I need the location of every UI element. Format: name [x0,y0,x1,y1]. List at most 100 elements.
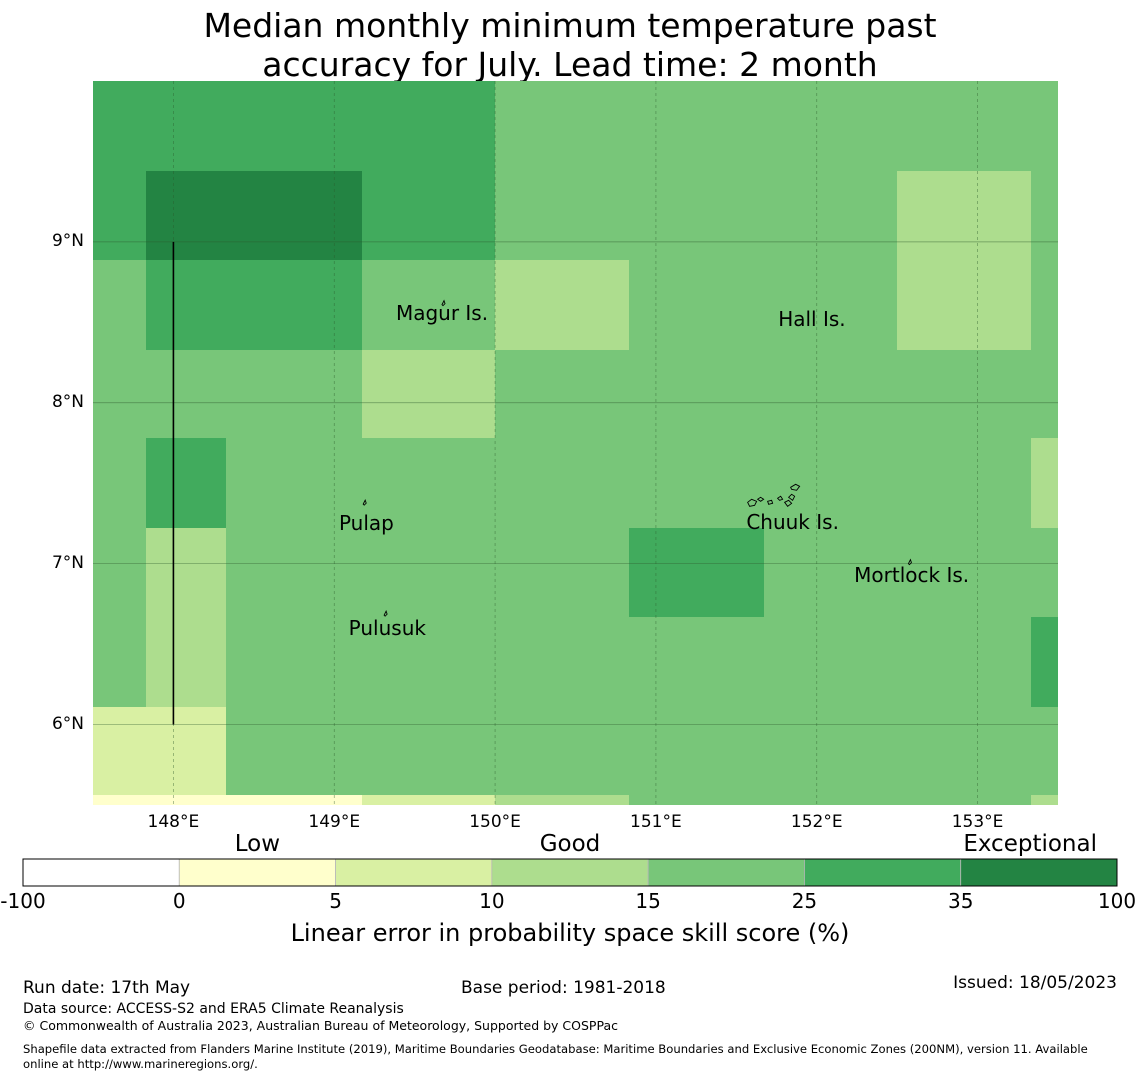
skill-cell [629,438,764,528]
skill-cell [93,260,146,350]
colorbar-tick-label: 15 [635,889,661,913]
skill-cell [1031,260,1058,350]
skill-cell [226,528,362,617]
place-label: Mortlock Is. [854,562,970,587]
skill-cell [897,350,1031,438]
skill-cell [495,795,629,805]
lon-tick-label: 151°E [630,812,682,832]
skill-cell [362,617,495,707]
data-source: Data source: ACCESS-S2 and ERA5 Climate … [23,1001,404,1017]
skill-cell [146,81,226,171]
skill-cell [495,707,629,795]
colorbar-tick-label: 35 [947,889,974,913]
island-outline [383,609,388,617]
colorbar-tick-label: 0 [172,889,186,913]
run-date: Run date: 17th May [23,978,191,998]
skill-cell [495,528,629,617]
skill-cell [629,707,764,795]
skill-cell [629,350,764,438]
skill-cell [146,707,226,795]
colorbar-frame [22,858,1118,887]
skill-cell [764,81,897,171]
colorbar-category-label: Low [234,831,281,857]
lon-tick-label: 150°E [469,812,521,832]
skill-cell [226,81,362,171]
skill-cell [146,171,226,260]
island-outline [362,498,367,506]
skill-cell [93,350,146,438]
colorbar-category-label: Good [539,831,601,857]
colorbar-bin [178,858,336,887]
skill-cell [226,795,362,805]
skill-cell [1031,795,1058,805]
skill-cell [629,528,764,617]
skill-cell [897,171,1031,260]
colorbar-bin [491,858,649,887]
skill-cell [146,795,226,805]
skill-cell [629,617,764,707]
skill-cell [495,617,629,707]
colorbar-tick-label: 100 [1097,889,1137,913]
place-label: Magur Is. [395,300,489,325]
lat-tick-label: 6°N [51,713,84,734]
skill-cell [897,438,1031,528]
colorbar-bin [647,858,805,887]
colorbar-bin [804,858,962,887]
colorbar-tick-label: 5 [329,889,342,913]
skill-cell [897,617,1031,707]
skill-cell [629,795,764,805]
skill-cell [93,617,146,707]
base-period: Base period: 1981-2018 [461,978,666,998]
skill-cell [495,81,629,171]
lat-tick-label: 9°N [51,230,84,251]
shapefile-credit-line-2: online at http://www.marineregions.org/. [23,1057,258,1071]
skill-cell [362,171,495,260]
skill-cell [362,350,495,438]
skill-cell [226,171,362,260]
skill-cell [146,528,226,617]
skill-cell [495,260,629,350]
skill-cell [93,528,146,617]
skill-cell [897,528,1031,617]
skill-cell [1031,171,1058,260]
island-outlines [362,299,912,617]
skill-cell [146,260,226,350]
skill-cell [495,438,629,528]
island-outline [907,558,912,566]
skill-cell [897,795,1031,805]
skill-cell [764,795,897,805]
colorbar-category-label: Exceptional [963,831,1097,857]
skill-cell [495,350,629,438]
skill-cell [93,707,146,795]
skill-cell [226,260,362,350]
skill-cell [764,171,897,260]
skill-cell [1031,81,1058,171]
skill-cell [362,260,495,350]
skill-cell [226,350,362,438]
chart-title: Median monthly minimum temperature past … [0,6,1140,84]
graticule [93,81,1058,805]
lon-tick-label: 149°E [308,812,361,832]
skill-cell [226,707,362,795]
skill-cell [146,438,226,528]
skill-cell [93,171,146,260]
skill-cell [1031,617,1058,707]
lon-tick-label: 148°E [147,812,200,832]
island-outline [747,483,801,507]
skill-cell [495,171,629,260]
skill-cell [226,438,362,528]
skill-cell [764,260,897,350]
place-label: Pulap [338,511,394,536]
skill-cell [362,81,495,171]
skill-map [93,81,1058,805]
title-line-2: accuracy for July. Lead time: 2 month [262,45,878,84]
colorbar-tick-label: 25 [791,889,818,913]
skill-cell [897,707,1031,795]
colorbar-bin [335,858,493,887]
skill-cell [93,81,146,171]
skill-cell [146,617,226,707]
skill-cell [362,795,495,805]
lat-tick-label: 8°N [51,391,84,412]
skill-cell [897,81,1031,171]
shapefile-credit-line-1: Shapefile data extracted from Flanders M… [23,1042,1088,1056]
